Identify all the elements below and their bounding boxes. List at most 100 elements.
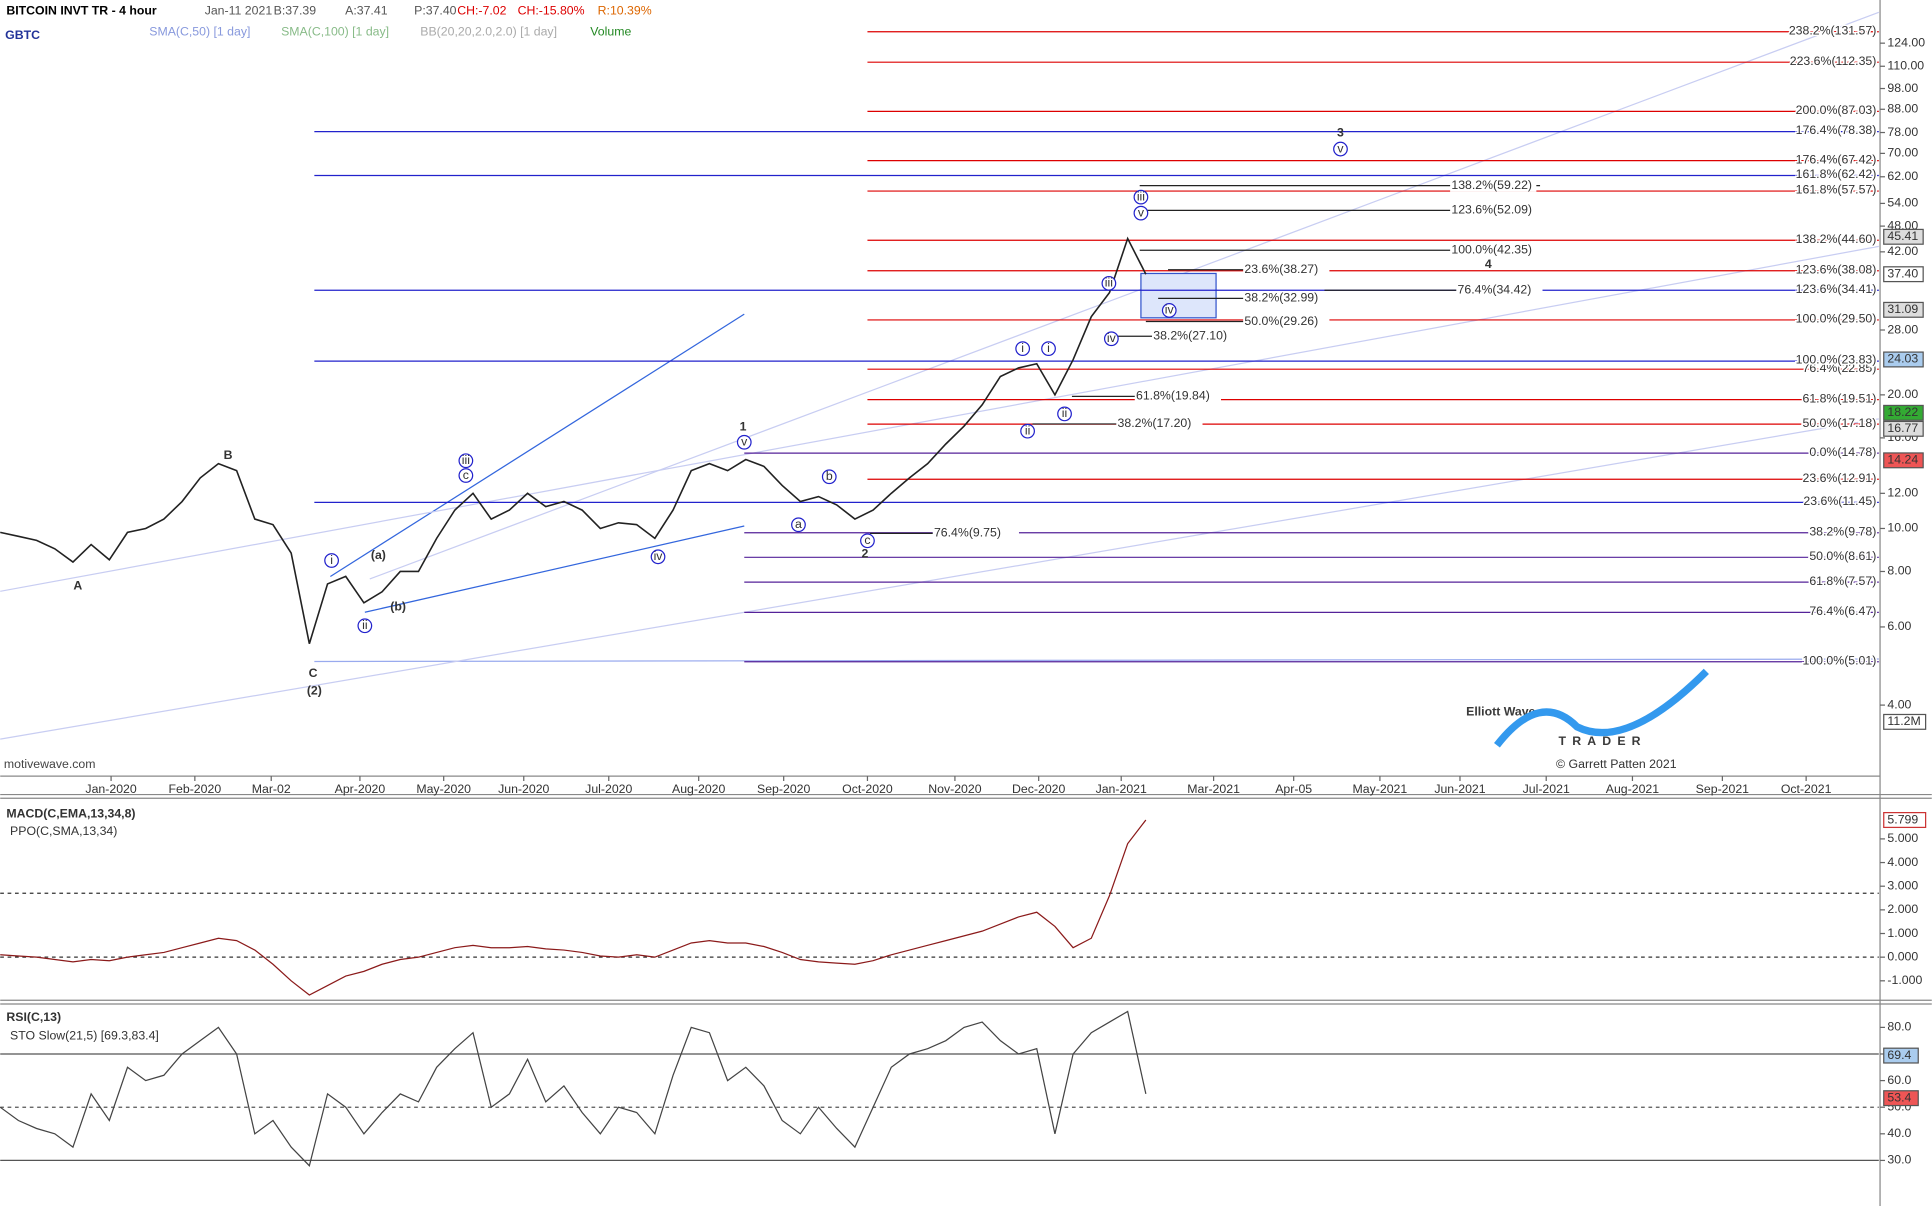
- y-tick-label: 20.00: [1887, 387, 1918, 401]
- fib-label-bg: [1243, 291, 1330, 305]
- wave-label: iii: [1105, 276, 1113, 290]
- y-tick-label: 2.000: [1887, 902, 1918, 916]
- y-tick-label: 30.0: [1887, 1153, 1911, 1167]
- y-tick-label: 98.00: [1887, 81, 1918, 95]
- volume-tag-label: 11.2M: [1887, 714, 1920, 728]
- x-tick-label: Mar-2021: [1187, 782, 1240, 796]
- study: SMA(C,50) [1 day]: [149, 24, 250, 38]
- price-tag: [1883, 404, 1924, 421]
- wave-label: iii: [1137, 189, 1145, 203]
- chart-title: BITCOIN INVT TR - 4 hour: [6, 3, 157, 17]
- study: Volume: [590, 24, 631, 38]
- fib-label: 123.6%(52.09): [1451, 203, 1532, 217]
- symbol: GBTC: [5, 28, 40, 42]
- fib-label: 61.8%(19.51): [1803, 391, 1877, 405]
- wave-circle: [1057, 406, 1072, 422]
- wave-circle: [1161, 303, 1177, 318]
- wave-circle: [860, 533, 875, 549]
- trend-lines: [0, 11, 1880, 740]
- fib-label: 38.2%(32.99): [1244, 291, 1318, 305]
- wave-label: 4: [1485, 257, 1492, 271]
- y-tick-label: 40.0: [1887, 1126, 1911, 1140]
- value-tag-label: 53.4: [1887, 1090, 1911, 1104]
- wave-label: 2: [862, 547, 869, 561]
- logo-swoosh: [1494, 668, 1709, 748]
- ask: A:37.41: [345, 3, 388, 17]
- study: BB(20,20,2.0,2.0) [1 day]: [420, 24, 557, 38]
- y-tick-label: 110.00: [1887, 59, 1924, 73]
- fib-label-bg: [1456, 282, 1543, 297]
- x-tick-label: Feb-2020: [169, 782, 222, 796]
- change-pct: CH:-15.80%: [518, 3, 585, 17]
- value-tag-label: 5.799: [1887, 812, 1918, 826]
- wave-circle: [357, 618, 373, 634]
- y-tick-label: 4.000: [1887, 855, 1918, 869]
- fib-label: 23.6%(38.27): [1244, 262, 1318, 276]
- x-tick-label: Oct-2020: [842, 782, 893, 796]
- y-tick-label: 0.000: [1887, 949, 1918, 963]
- wave-label: v: [1337, 141, 1344, 155]
- price-tag: [1883, 420, 1924, 437]
- wave-label: i: [1021, 341, 1024, 355]
- fib-label: 223.6%(112.35): [1790, 54, 1877, 68]
- x-tick-label: Dec-2020: [1012, 782, 1065, 796]
- fib-label: 50.0%(17.18): [1803, 416, 1877, 430]
- x-tick-label: Oct-2021: [1781, 782, 1832, 796]
- y-tick-label: 8.00: [1887, 564, 1911, 578]
- last: P:37.40: [414, 3, 457, 17]
- x-tick-label: Jun-2020: [498, 782, 549, 796]
- fib-label: 38.2%(17.20): [1118, 416, 1192, 430]
- price-tag-label: 24.03: [1887, 352, 1918, 366]
- fib-label: 176.4%(67.42): [1796, 152, 1877, 166]
- price-tag-label: 18.22: [1887, 405, 1918, 419]
- fib-label: 123.6%(34.41): [1796, 282, 1877, 296]
- price-tag: [1883, 452, 1924, 469]
- price-tag-label: 16.77: [1887, 421, 1918, 435]
- study: SMA(C,100) [1 day]: [281, 24, 389, 38]
- wave-circle: [1103, 331, 1119, 347]
- wave-label: C: [309, 666, 318, 680]
- x-tick-label: Jul-2021: [1523, 782, 1570, 796]
- panel-title: MACD(C,EMA,13,34,8): [6, 807, 135, 821]
- x-tick-label: Jul-2020: [585, 782, 632, 796]
- x-tick-label: Jan-2021: [1096, 782, 1147, 796]
- wave-circle: [736, 434, 752, 450]
- fib-label-bg: [932, 525, 1019, 540]
- fib-label: 76.4%(9.75): [934, 526, 1001, 540]
- fib-label: 100.0%(42.35): [1451, 242, 1532, 256]
- fib-label: 61.8%(19.84): [1136, 389, 1210, 403]
- y-tick-label: 6.00: [1887, 619, 1911, 633]
- price-tag-label: 45.41: [1887, 229, 1918, 243]
- panel-subtitle: PPO(C,SMA,13,34): [10, 824, 117, 838]
- wave-label: i: [1047, 341, 1050, 355]
- fib-label-bg: [1450, 178, 1537, 192]
- fib-label: 76.4%(22.85): [1803, 361, 1877, 375]
- logo-text: Elliott Wave: [1466, 704, 1535, 718]
- x-tick-label: Nov-2020: [928, 782, 981, 796]
- fib-label: 100.0%(23.83): [1796, 353, 1877, 367]
- wave-circle: [1133, 205, 1149, 221]
- wave-label: 1: [740, 420, 747, 434]
- fib-label: 23.6%(12.91): [1803, 471, 1877, 485]
- wave-circle: [1020, 423, 1035, 439]
- rsi-line: [0, 1010, 1147, 1167]
- price-tag: [1883, 351, 1924, 368]
- fib-label: 161.8%(62.42): [1796, 167, 1877, 181]
- change: CH:-7.02: [457, 3, 506, 17]
- price-tag: [1883, 266, 1924, 283]
- y-tick-label: 42.00: [1887, 244, 1918, 258]
- price-tag: [1883, 301, 1924, 318]
- x-tick-label: Aug-2021: [1606, 782, 1659, 796]
- y-tick-label: 12.00: [1887, 486, 1918, 500]
- wave-label: i: [330, 553, 333, 567]
- wave-circle: [1333, 141, 1348, 157]
- fib-label: 200.0%(87.03): [1796, 103, 1877, 117]
- wave-label: c: [864, 533, 870, 547]
- y-tick-label: 5.000: [1887, 831, 1918, 845]
- wave-circle: [1101, 275, 1117, 291]
- fib-label: 61.8%(7.57): [1809, 574, 1876, 588]
- y-tick-label: 78.00: [1887, 125, 1918, 139]
- fib-label: 138.2%(59.22): [1451, 178, 1532, 192]
- wave-label: b: [826, 469, 833, 483]
